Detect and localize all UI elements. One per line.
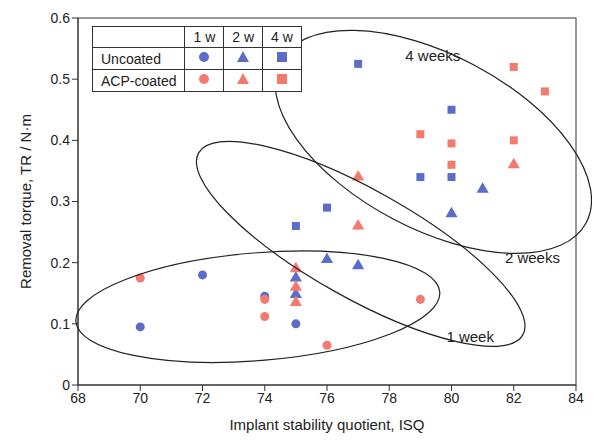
svg-text:76: 76 bbox=[319, 390, 335, 406]
svg-text:0.4: 0.4 bbox=[51, 132, 71, 148]
svg-text:0.6: 0.6 bbox=[51, 10, 71, 26]
svg-text:70: 70 bbox=[132, 390, 148, 406]
svg-text:Removal torque, TR / N·m: Removal torque, TR / N·m bbox=[17, 114, 34, 289]
svg-text:68: 68 bbox=[70, 390, 86, 406]
svg-text:Implant stability quotient, IS: Implant stability quotient, ISQ bbox=[229, 416, 424, 433]
html-text:ACP-coated: ACP-coated bbox=[101, 72, 177, 89]
svg-text:0.5: 0.5 bbox=[51, 71, 71, 87]
svg-text:84: 84 bbox=[568, 390, 584, 406]
svg-text:4 weeks: 4 weeks bbox=[405, 47, 460, 64]
html-text:Uncoated: Uncoated bbox=[101, 50, 161, 67]
html-text:1 w: 1 w bbox=[193, 29, 216, 45]
svg-text:80: 80 bbox=[444, 390, 460, 406]
html-text:4 w: 4 w bbox=[271, 29, 293, 45]
svg-text:0: 0 bbox=[62, 377, 70, 393]
svg-text:0.3: 0.3 bbox=[51, 193, 71, 209]
svg-text:2 weeks: 2 weeks bbox=[505, 249, 560, 266]
svg-text:72: 72 bbox=[195, 390, 211, 406]
svg-text:0.1: 0.1 bbox=[51, 316, 71, 332]
svg-text:1 week: 1 week bbox=[446, 328, 494, 345]
html-text:2 w: 2 w bbox=[232, 29, 255, 45]
svg-text:0.2: 0.2 bbox=[51, 255, 71, 271]
svg-text:74: 74 bbox=[257, 390, 273, 406]
svg-text:82: 82 bbox=[506, 390, 522, 406]
svg-text:78: 78 bbox=[381, 390, 397, 406]
